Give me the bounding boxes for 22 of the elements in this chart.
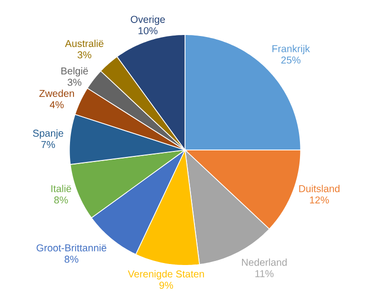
slice-label: Zweden bbox=[39, 90, 74, 97]
slice-label: Spanje bbox=[33, 129, 64, 139]
data-label: 9% bbox=[159, 282, 174, 289]
slice-label: Groot-Brittannië bbox=[36, 244, 106, 252]
data-label: 7% bbox=[41, 141, 55, 148]
slice-label: Overige bbox=[130, 16, 165, 25]
slice-label: Frankrijk bbox=[272, 44, 310, 54]
slice-label: Australië bbox=[64, 40, 104, 48]
slice-label: Duitsland bbox=[299, 184, 340, 192]
data-label: 8% bbox=[64, 256, 78, 263]
slice-label: Italië bbox=[51, 184, 72, 192]
data-label: 3% bbox=[78, 51, 92, 58]
data-label: 8% bbox=[54, 196, 68, 204]
data-label: 11% bbox=[255, 270, 274, 278]
data-label: 3% bbox=[68, 78, 82, 86]
slice-label: Nederland bbox=[242, 258, 287, 266]
slice-label: Verenigde Staten bbox=[128, 270, 204, 280]
data-label: 4% bbox=[50, 101, 64, 108]
data-label: 25% bbox=[281, 56, 300, 64]
slice-label: België bbox=[61, 67, 88, 76]
data-label: 10% bbox=[138, 27, 158, 34]
data-label: 12% bbox=[310, 196, 329, 204]
